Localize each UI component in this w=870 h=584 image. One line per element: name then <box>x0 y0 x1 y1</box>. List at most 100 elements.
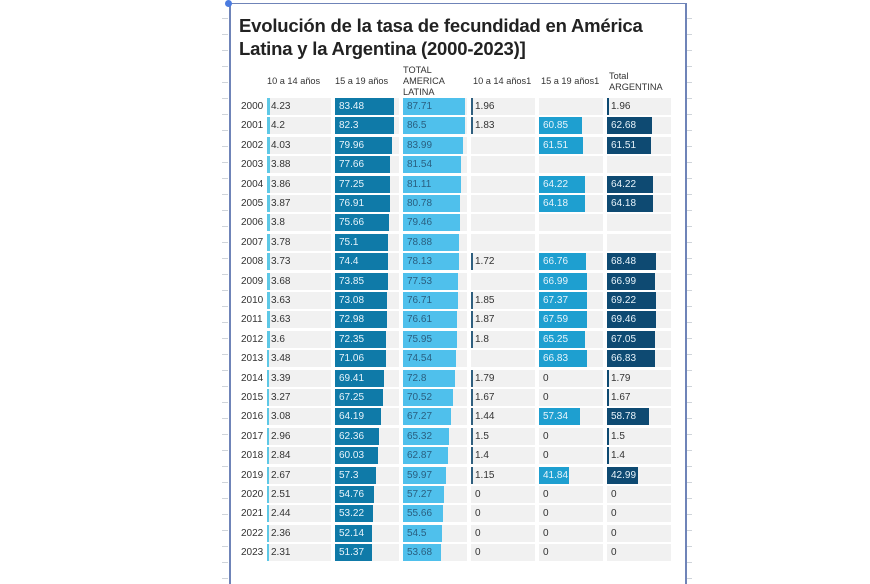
cell-ar-10-14: 0 <box>471 544 535 562</box>
table-row: 2012 3.6 72.35 75.95 1.8 65.25 67.05 <box>231 330 685 348</box>
cell-la-10-14: 3.78 <box>267 233 331 251</box>
value-label: 4.2 <box>271 120 285 132</box>
value-label: 73.08 <box>339 295 365 306</box>
bar-la-15-19 <box>335 330 387 348</box>
cell-la-total: 53.68 <box>403 544 467 562</box>
gridline-tick <box>686 162 692 163</box>
table-row: 2014 3.39 69.41 72.8 1.79 0 1.79 <box>231 369 685 387</box>
cell-ar-total: 0 <box>607 505 671 523</box>
gridline-tick <box>222 306 228 307</box>
cell-ar-10-14: 1.83 <box>471 117 535 135</box>
value-label: 72.98 <box>339 314 365 326</box>
bar-la-total <box>403 117 465 135</box>
year-label: 2020 <box>241 489 264 500</box>
bar-la-total <box>403 447 448 465</box>
cell-la-total: 76.71 <box>403 292 467 309</box>
year-label: 2016 <box>241 411 264 423</box>
cell-ar-10-14 <box>471 136 535 154</box>
bar-la-10-14 <box>267 311 270 329</box>
value-label: 0 <box>611 527 617 539</box>
bar-ar-total <box>607 98 609 115</box>
cell-ar-total: 66.83 <box>607 350 671 368</box>
bar-la-total <box>403 311 458 329</box>
bar-ar-total <box>607 369 609 387</box>
value-label: 69.46 <box>611 314 637 326</box>
value-label: 67.27 <box>407 411 433 423</box>
bar-la-15-19 <box>335 136 392 154</box>
value-label: 81.11 <box>407 178 432 190</box>
table-row: 2009 3.68 73.85 77.53 66.99 66.99 <box>231 272 685 290</box>
year-label: 2003 <box>241 159 264 171</box>
value-label: 2.44 <box>271 508 291 520</box>
year-label: 2021 <box>241 508 264 520</box>
cell-la-10-14: 3.48 <box>267 350 331 368</box>
value-label: 0 <box>543 392 549 403</box>
cell-la-10-14: 3.8 <box>267 214 331 232</box>
value-label: 79.46 <box>407 217 433 229</box>
value-label: 2.31 <box>271 547 291 559</box>
gridline-tick <box>222 354 228 355</box>
bar-la-10-14 <box>267 330 270 348</box>
value-label: 80.78 <box>407 198 433 209</box>
cell-la-10-14: 3.87 <box>267 195 331 212</box>
cell-ar-15-19: 0 <box>539 369 603 387</box>
value-label: 3.8 <box>271 217 285 229</box>
bar-la-total <box>403 369 455 387</box>
gridline-tick <box>686 482 692 483</box>
bar-la-10-14 <box>267 466 269 484</box>
table-row: 2007 3.78 75.1 78.88 <box>231 233 685 251</box>
table-row: 2023 2.31 51.37 53.68 0 0 0 <box>231 544 685 562</box>
column-header-10-14-ar: 10 a 14 años1 <box>473 76 532 86</box>
gridline-tick <box>686 354 692 355</box>
value-label: 3.48 <box>271 353 291 365</box>
cell-la-15-19: 73.85 <box>335 272 399 290</box>
gridline-tick <box>686 210 692 211</box>
value-label: 66.83 <box>543 353 569 365</box>
gridline-tick <box>222 274 228 275</box>
value-label: 81.54 <box>407 159 433 171</box>
cell-la-15-19: 60.03 <box>335 447 399 465</box>
bar-ar-15-19 <box>539 408 580 426</box>
bar-la-15-19 <box>335 369 385 387</box>
value-label: 58.78 <box>611 411 637 423</box>
bar-la-10-14 <box>267 408 270 426</box>
value-label: 64.19 <box>339 411 365 423</box>
gridline-tick <box>222 194 228 195</box>
value-label: 67.25 <box>339 392 365 403</box>
gridline-tick <box>686 274 692 275</box>
cell-la-total: 72.8 <box>403 369 467 387</box>
cell-ar-10-14 <box>471 272 535 290</box>
cell-ar-15-19: 65.25 <box>539 330 603 348</box>
bar-la-10-14 <box>267 350 270 368</box>
gridline-tick <box>686 258 692 259</box>
gridline-tick <box>686 418 692 419</box>
value-label: 74.4 <box>339 256 359 268</box>
cell-la-15-19: 69.41 <box>335 369 399 387</box>
cell-la-total: 86.5 <box>403 117 467 135</box>
bar-la-total <box>403 408 451 426</box>
bar-la-total <box>403 330 457 348</box>
bar-la-total <box>403 233 460 251</box>
value-label: 62.68 <box>611 120 637 132</box>
gridline-tick <box>222 178 228 179</box>
value-label: 57.34 <box>543 411 569 423</box>
year-label: 2014 <box>241 372 264 384</box>
gridline-tick <box>222 530 228 531</box>
selection-handle[interactable] <box>225 0 232 7</box>
table-row: 2019 2.67 57.3 59.97 1.15 41.84 42.99 <box>231 466 685 484</box>
cell-ar-10-14: 1.44 <box>471 408 535 426</box>
value-label: 87.71 <box>407 101 433 112</box>
bar-la-15-19 <box>335 175 390 193</box>
gridline-tick <box>222 146 228 147</box>
cell-la-10-14: 3.39 <box>267 369 331 387</box>
cell-ar-total: 1.5 <box>607 427 671 445</box>
cell-ar-15-19: 0 <box>539 447 603 465</box>
bar-la-15-19 <box>335 350 386 368</box>
cell-la-15-19: 75.1 <box>335 233 399 251</box>
value-label: 1.4 <box>475 450 489 462</box>
cell-la-10-14: 2.36 <box>267 524 331 542</box>
cell-la-10-14: 3.27 <box>267 389 331 406</box>
value-label: 64.22 <box>611 178 637 190</box>
chart-frame[interactable]: Evolución de la tasa de fecundidad en Am… <box>229 3 687 584</box>
table-row: 2006 3.8 75.66 79.46 <box>231 214 685 232</box>
